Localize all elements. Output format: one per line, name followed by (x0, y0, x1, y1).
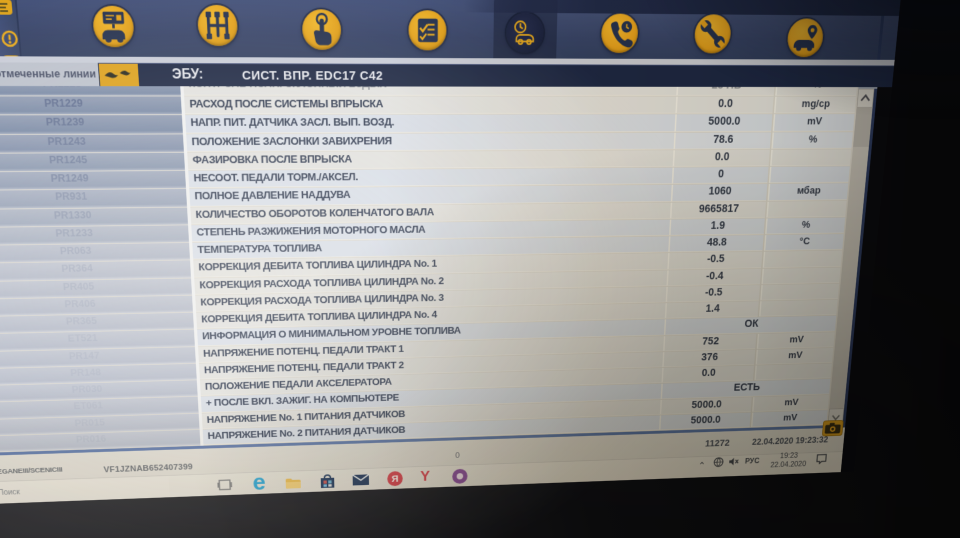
svg-text:Я: Я (392, 474, 399, 484)
